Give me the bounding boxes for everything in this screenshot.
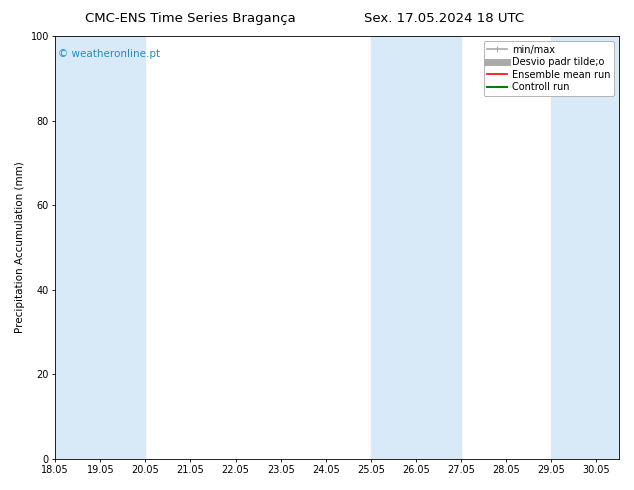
Bar <box>55 36 100 459</box>
Bar <box>597 36 619 459</box>
Text: CMC-ENS Time Series Bragança: CMC-ENS Time Series Bragança <box>85 12 295 25</box>
Bar <box>371 36 416 459</box>
Bar <box>552 36 597 459</box>
Bar <box>100 36 145 459</box>
Y-axis label: Precipitation Accumulation (mm): Precipitation Accumulation (mm) <box>15 162 25 333</box>
Text: Sex. 17.05.2024 18 UTC: Sex. 17.05.2024 18 UTC <box>364 12 524 25</box>
Text: © weatheronline.pt: © weatheronline.pt <box>58 49 160 59</box>
Legend: min/max, Desvio padr tilde;o, Ensemble mean run, Controll run: min/max, Desvio padr tilde;o, Ensemble m… <box>484 41 614 96</box>
Bar <box>416 36 461 459</box>
